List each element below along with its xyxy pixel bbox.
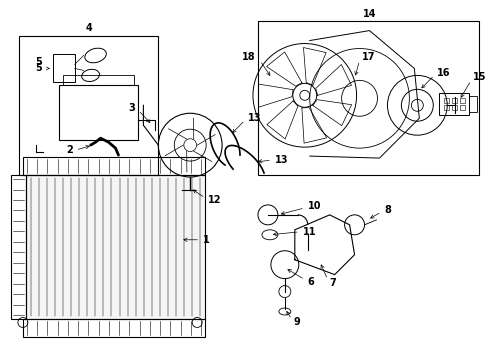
- Text: 18: 18: [243, 53, 256, 63]
- Bar: [59, 85, 138, 140]
- Text: 17: 17: [362, 53, 375, 63]
- Bar: [469, 96, 477, 112]
- Text: 11: 11: [303, 227, 316, 237]
- Bar: [439, 93, 469, 115]
- Text: 14: 14: [363, 9, 376, 19]
- Bar: [452, 98, 457, 103]
- Bar: [460, 98, 465, 103]
- Text: 3: 3: [129, 103, 135, 113]
- Bar: [258, 21, 479, 175]
- Bar: [19, 36, 158, 175]
- Text: 8: 8: [385, 205, 392, 215]
- Bar: [452, 105, 457, 110]
- Text: 15: 15: [473, 72, 487, 82]
- Bar: [460, 105, 465, 110]
- Text: 10: 10: [308, 201, 321, 211]
- Bar: [23, 157, 205, 175]
- Text: 13: 13: [275, 155, 289, 165]
- Text: 2: 2: [66, 145, 73, 155]
- Text: 4: 4: [85, 23, 92, 33]
- Polygon shape: [26, 175, 205, 319]
- Bar: [23, 319, 205, 337]
- Text: 5: 5: [35, 63, 42, 73]
- Bar: [63, 75, 134, 85]
- Text: 12: 12: [208, 195, 221, 205]
- Text: 9: 9: [294, 318, 300, 328]
- Text: 16: 16: [437, 68, 451, 78]
- Bar: [444, 98, 449, 103]
- Text: 6: 6: [308, 276, 315, 287]
- Text: 7: 7: [330, 278, 337, 288]
- Text: 1: 1: [203, 235, 210, 245]
- Bar: [11, 175, 26, 319]
- Bar: [53, 54, 74, 82]
- Bar: [444, 105, 449, 110]
- Text: 13: 13: [248, 113, 262, 123]
- Text: 5: 5: [35, 58, 42, 67]
